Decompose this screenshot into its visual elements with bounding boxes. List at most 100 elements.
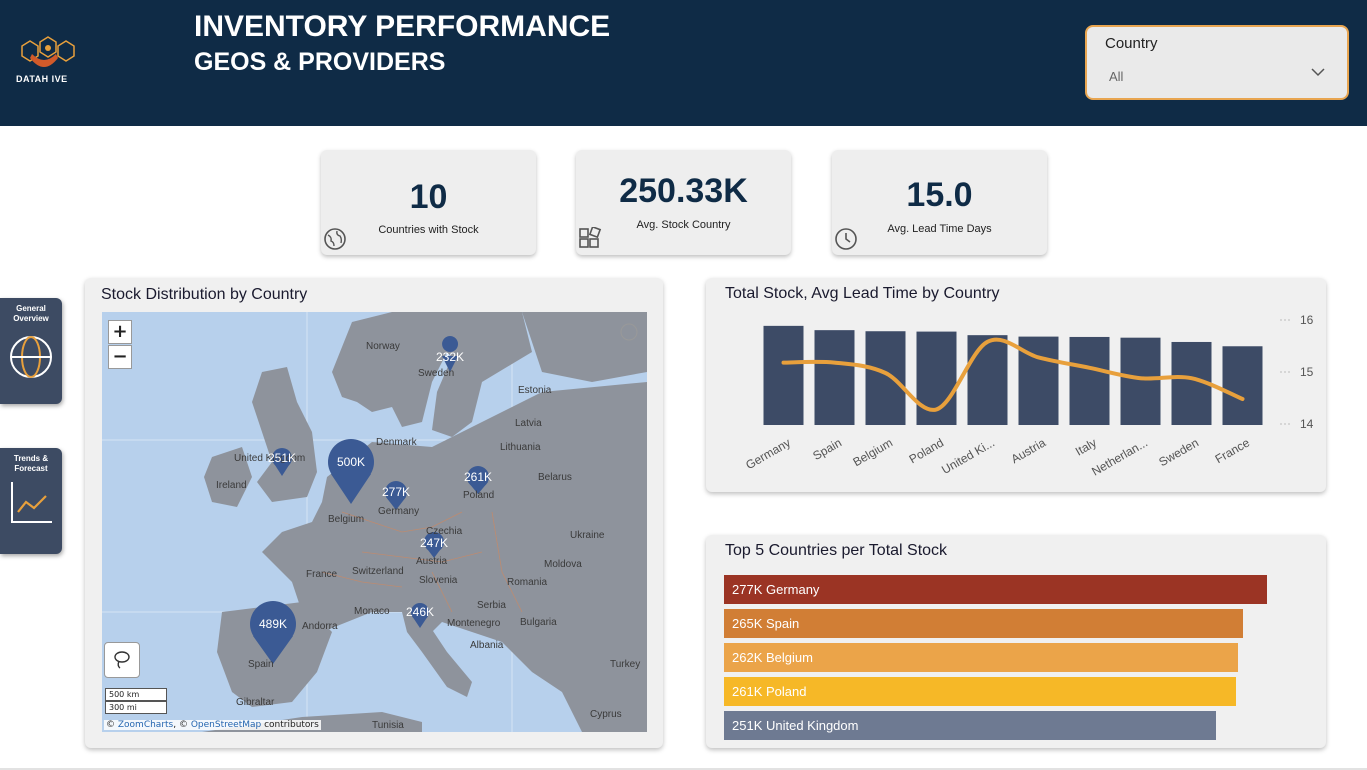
top5-bar[interactable]: 251K United Kingdom: [724, 711, 1216, 740]
pin-label: 277K: [381, 485, 411, 499]
zoomcharts-link[interactable]: ZoomCharts: [117, 720, 174, 730]
globe-icon: [10, 336, 52, 378]
map-place-label: Monaco: [354, 606, 390, 617]
lead-time-line[interactable]: [781, 337, 1245, 412]
page-title: INVENTORY PERFORMANCE: [194, 10, 611, 43]
lasso-icon: [114, 651, 130, 669]
kpi-label: Avg. Stock Country: [636, 219, 731, 231]
nav-general-overview[interactable]: General Overview: [0, 298, 62, 404]
map-place-label: Czechia: [426, 526, 463, 537]
map-pin[interactable]: [250, 601, 296, 664]
x-tick-label: Italy: [1073, 435, 1099, 458]
kpi-label: Avg. Lead Time Days: [887, 223, 992, 235]
combo-bar[interactable]: [814, 330, 855, 425]
x-tick-label: Netherlan...: [1089, 435, 1150, 478]
nav-label: Trends & Forecast: [13, 454, 49, 473]
map-place-label: Lithuania: [500, 442, 541, 453]
nav-label: General Overview: [13, 304, 49, 323]
x-tick-label: France: [1213, 435, 1253, 466]
datahive-logo: [21, 36, 75, 67]
map-pin[interactable]: [442, 336, 459, 372]
combo-chart-card: Total Stock, Avg Lead Time by Country Ge…: [706, 278, 1326, 492]
pin-label: 500K: [336, 455, 366, 469]
x-tick-label: United Ki...: [939, 435, 997, 476]
map-place-label: Andorra: [302, 621, 338, 632]
map-place-label: Cyprus: [590, 709, 622, 720]
osm-link[interactable]: OpenStreetMap: [190, 720, 262, 730]
kpi-value: 10: [409, 178, 448, 216]
kpi-value: 250.33K: [619, 172, 748, 210]
kpi-card-countries: 10 Countries with Stock: [321, 150, 536, 255]
pin-label: 247K: [419, 536, 449, 550]
kpi-label: Countries with Stock: [378, 224, 479, 236]
globe-icon: [324, 228, 346, 250]
pin-label: 246K: [405, 605, 435, 619]
x-tick-label: Poland: [907, 435, 946, 466]
map-place-label: Germany: [378, 506, 420, 517]
x-tick-label: Sweden: [1156, 435, 1201, 469]
combo-bar[interactable]: [865, 331, 906, 425]
header-bar: DATAH IVE INVENTORY PERFORMANCE GEOS & P…: [0, 0, 1367, 126]
zoom-out-button[interactable]: −: [108, 345, 132, 369]
pin-label: 489K: [258, 617, 288, 631]
combo-chart-title: Total Stock, Avg Lead Time by Country: [725, 285, 1000, 302]
map-place-label: Sweden: [418, 368, 455, 379]
kpi-card-lead-time: 15.0 Avg. Lead Time Days: [832, 150, 1047, 255]
nav-trends-forecast[interactable]: Trends & Forecast: [0, 448, 62, 554]
map-place-label: Gibraltar: [236, 697, 275, 708]
map-place-label: Serbia: [477, 600, 506, 611]
top5-bar[interactable]: 265K Spain: [724, 609, 1243, 638]
map-place-label: France: [306, 569, 338, 580]
map-place-label: Ireland: [216, 480, 247, 491]
zoom-in-button[interactable]: +: [108, 320, 132, 344]
blocks-icon: [579, 227, 602, 248]
map-pin[interactable]: [272, 448, 292, 476]
x-tick-label: Austria: [1009, 435, 1049, 466]
map-pin[interactable]: [411, 603, 429, 628]
pin-label: 232K: [436, 350, 465, 364]
top5-bar[interactable]: 262K Belgium: [724, 643, 1238, 672]
footer-divider: [0, 768, 1367, 770]
clock-icon: [835, 228, 857, 250]
x-tick-label: Germany: [743, 435, 793, 472]
europe-map[interactable]: [102, 312, 647, 732]
slicer-value[interactable]: All: [1109, 69, 1124, 84]
top5-bar[interactable]: 277K Germany: [724, 575, 1267, 604]
map-card-title: Stock Distribution by Country: [101, 286, 308, 303]
pin-label: 251K: [268, 451, 297, 465]
y2-tick-label: 15: [1300, 365, 1314, 379]
map-place-label: Estonia: [518, 385, 552, 396]
combo-bar[interactable]: [967, 335, 1008, 425]
scale-km: 500 km: [105, 688, 167, 701]
top5-title: Top 5 Countries per Total Stock: [725, 542, 948, 559]
pin-label: 261K: [463, 470, 493, 484]
map-canvas: [102, 312, 647, 732]
info-icon[interactable]: [620, 323, 638, 341]
map-place-label: Spain: [248, 659, 274, 670]
map-place-label: Denmark: [376, 437, 417, 448]
y2-tick-label: 14: [1300, 417, 1314, 431]
map-place-label: Belarus: [538, 472, 572, 483]
combo-bar[interactable]: [1069, 336, 1110, 425]
map-place-label: Turkey: [610, 659, 641, 670]
y2-tick-label: 16: [1300, 313, 1314, 327]
combo-bar[interactable]: [1120, 337, 1161, 425]
map-place-label: Ukraine: [570, 530, 605, 541]
slicer-label: Country: [1105, 35, 1158, 52]
lasso-select-button[interactable]: [104, 642, 140, 678]
chevron-down-icon[interactable]: [1309, 63, 1327, 81]
map-place-label: Switzerland: [352, 566, 404, 577]
map-place-label: Norway: [366, 341, 400, 352]
map-place-label: Tunisia: [372, 720, 404, 731]
map-pin[interactable]: [385, 481, 407, 510]
top5-bar[interactable]: 261K Poland: [724, 677, 1236, 706]
country-slicer[interactable]: Country All: [1085, 25, 1349, 100]
map-place-label: Austria: [416, 556, 448, 567]
combo-bar[interactable]: [1222, 346, 1263, 425]
combo-bar[interactable]: [763, 325, 804, 425]
x-tick-label: Belgium: [850, 435, 895, 469]
map-pin[interactable]: [328, 439, 374, 504]
map-pin[interactable]: [424, 532, 444, 558]
map-pin[interactable]: [467, 466, 489, 494]
